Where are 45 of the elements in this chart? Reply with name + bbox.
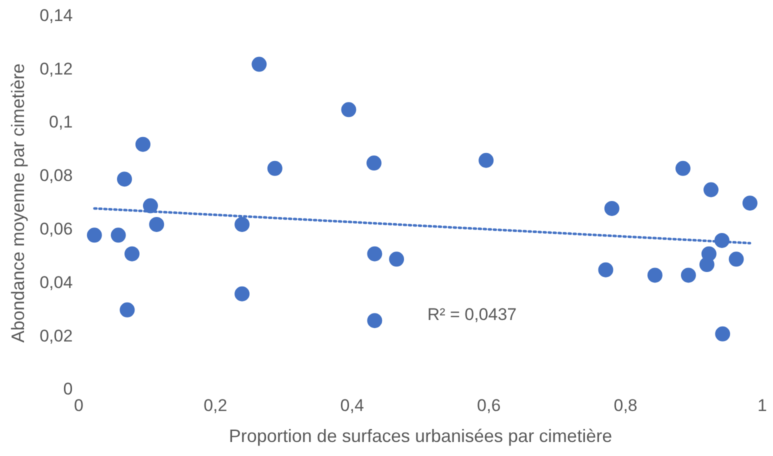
point — [366, 156, 382, 171]
point — [135, 136, 150, 152]
y-tick-label: 0,04 — [40, 272, 73, 292]
point — [675, 160, 690, 176]
point — [124, 246, 140, 262]
point — [86, 228, 102, 243]
x-tick-label: 0,2 — [204, 396, 228, 415]
point — [598, 262, 614, 278]
y-tick-label: 0 — [63, 380, 73, 399]
point — [714, 232, 730, 248]
x-tick-label: 0,4 — [340, 396, 364, 415]
point — [120, 302, 135, 318]
point — [110, 228, 126, 243]
y-tick-label: 0,12 — [40, 59, 73, 78]
y-tick-label: 0,06 — [40, 219, 73, 238]
point — [701, 246, 716, 262]
point — [142, 198, 158, 214]
point — [367, 246, 382, 262]
point — [704, 182, 719, 198]
annotation: R² = 0,0437 — [427, 304, 517, 324]
point — [267, 160, 282, 176]
point — [234, 216, 250, 232]
x-tick-label: 0,6 — [477, 396, 501, 415]
y-tick-label: 0,02 — [40, 326, 73, 346]
y-tick-label: 0,08 — [40, 166, 73, 186]
point — [116, 172, 132, 187]
point — [341, 102, 356, 118]
point — [680, 268, 696, 283]
point — [728, 252, 744, 267]
point — [715, 326, 730, 342]
x-tick-label: 1 — [758, 396, 768, 415]
point — [252, 56, 267, 72]
point — [478, 152, 494, 168]
point — [389, 252, 404, 267]
point — [234, 286, 250, 302]
point — [647, 268, 662, 283]
x-tick-label: 0,8 — [614, 396, 638, 415]
x-axis-title: Proportion de surfaces urbanisées par cimetière — [228, 426, 612, 446]
y-axis-title: Abondance moyenne par cimetière — [8, 64, 28, 343]
point — [742, 196, 758, 211]
point — [604, 200, 620, 216]
point — [149, 216, 164, 232]
y-tick-label: 0,14 — [40, 6, 73, 25]
point — [367, 313, 382, 328]
y-tick-label: 0,1 — [49, 112, 73, 132]
